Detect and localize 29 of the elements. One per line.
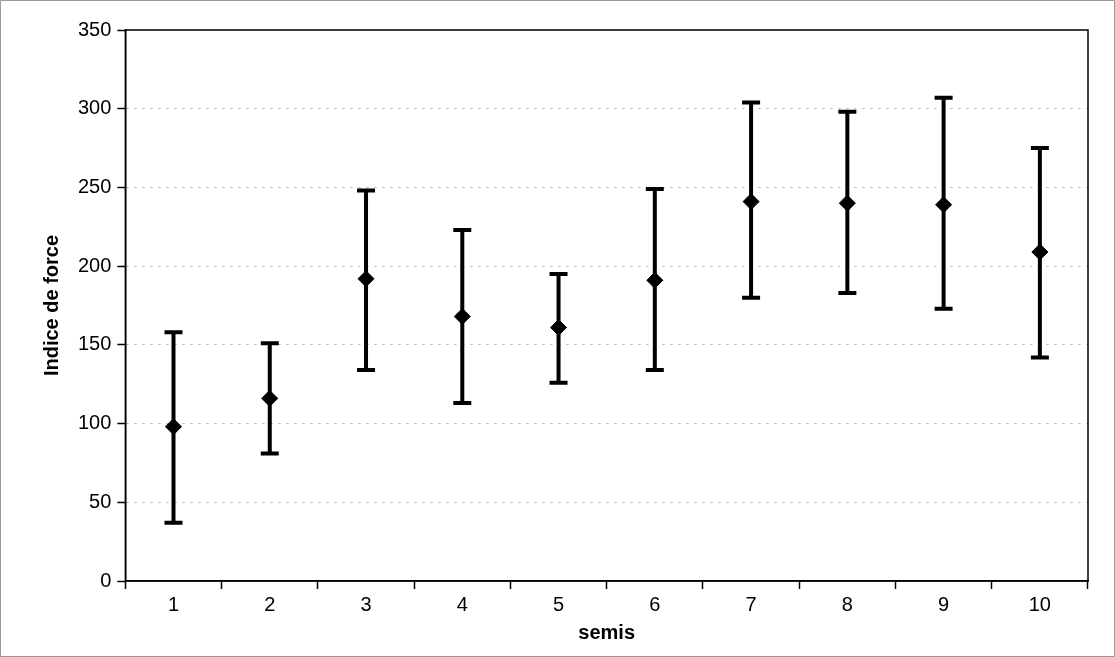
x-tick-label: 6	[649, 592, 661, 615]
x-tick-label: 9	[938, 592, 950, 615]
y-tick-label: 50	[89, 489, 112, 512]
y-tick-label: 150	[77, 332, 112, 355]
y-tick-label: 300	[77, 96, 112, 119]
x-tick-label: 2	[264, 592, 276, 615]
x-tick-label: 4	[456, 592, 468, 615]
y-tick-label: 0	[100, 568, 112, 591]
point	[1031, 243, 1049, 261]
x-tick-label: 5	[552, 592, 565, 615]
x-axis-title: semis	[578, 620, 636, 643]
y-tick-label: 100	[77, 411, 112, 434]
point	[453, 308, 471, 326]
y-axis-title: Indice de force	[39, 234, 62, 377]
point	[165, 418, 182, 436]
x-tick-label: 8	[841, 592, 853, 615]
point	[550, 319, 568, 337]
x-tick-label: 3	[360, 592, 372, 615]
y-tick-label: 350	[77, 17, 112, 40]
x-tick-label: 7	[745, 592, 757, 615]
point	[742, 193, 760, 211]
y-tick-label: 250	[77, 174, 112, 197]
y-tick-label: 200	[77, 253, 112, 276]
point	[838, 194, 856, 212]
x-tick-label: 1	[167, 592, 180, 615]
point	[935, 196, 953, 214]
x-tick-label: 10	[1028, 592, 1051, 615]
point	[646, 271, 664, 289]
point	[261, 389, 279, 407]
